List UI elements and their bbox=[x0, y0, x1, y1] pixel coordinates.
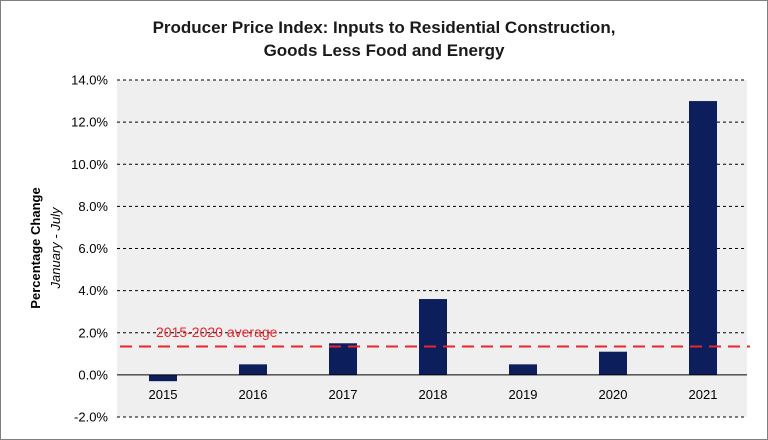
y-axis-ticks: -2.0% 0.0% 2.0% 4.0% 6.0% 8.0% 10.0% 12.0% 14.0% bbox=[71, 73, 108, 425]
y-axis-label: Percentage Change bbox=[28, 187, 43, 308]
y-tick-label: -2.0% bbox=[74, 410, 108, 425]
y-axis-sublabel: January - July bbox=[48, 206, 63, 289]
x-tick-label: 2015 bbox=[149, 387, 178, 402]
y-tick-label: 4.0% bbox=[78, 283, 108, 298]
x-tick-label: 2016 bbox=[239, 387, 268, 402]
bar-2016 bbox=[239, 364, 267, 375]
y-tick-label: 14.0% bbox=[71, 73, 108, 88]
x-tick-label: 2017 bbox=[329, 387, 358, 402]
bar-2020 bbox=[599, 351, 627, 375]
bar-2021 bbox=[689, 101, 717, 375]
x-tick-label: 2020 bbox=[599, 387, 628, 402]
x-tick-label: 2018 bbox=[419, 387, 448, 402]
average-reference-label: 2015-2020 average bbox=[156, 324, 278, 340]
bar-2017 bbox=[329, 343, 357, 375]
y-tick-label: 6.0% bbox=[78, 241, 108, 256]
y-tick-label: 12.0% bbox=[71, 115, 108, 130]
y-tick-label: 2.0% bbox=[78, 325, 108, 340]
x-tick-label: 2021 bbox=[689, 387, 718, 402]
grid-lines bbox=[117, 79, 747, 418]
y-tick-label: 8.0% bbox=[78, 199, 108, 214]
y-tick-label: 10.0% bbox=[71, 157, 108, 172]
chart-title-line-1: Producer Price Index: Inputs to Resident… bbox=[153, 18, 616, 37]
bars bbox=[149, 101, 717, 382]
bar-2015 bbox=[149, 374, 177, 382]
y-tick-label: 0.0% bbox=[78, 367, 108, 382]
x-axis-ticks: 2015 2016 2017 2018 2019 2020 2021 bbox=[149, 387, 718, 402]
x-tick-label: 2019 bbox=[509, 387, 538, 402]
bar-2018 bbox=[419, 299, 447, 375]
bar-2019 bbox=[509, 364, 537, 375]
chart-title-line-2: Goods Less Food and Energy bbox=[264, 41, 505, 60]
